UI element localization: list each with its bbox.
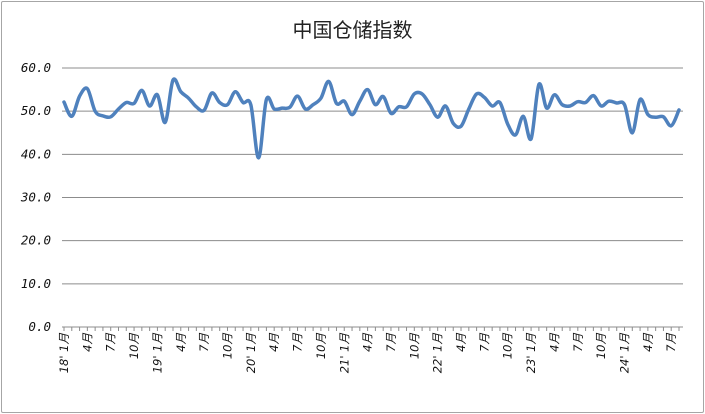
chart-title: 中国仓储指数: [292, 18, 413, 42]
x-tick-label: 21' 1月: [337, 333, 351, 374]
x-tick-label: 20' 1月: [244, 333, 258, 374]
x-axis: [62, 326, 683, 331]
x-tick-label: 24' 1月: [618, 333, 632, 374]
grid-lines: [62, 67, 683, 285]
x-tick-label: 7月: [197, 333, 211, 352]
x-tick-label: 22' 1月: [431, 333, 445, 374]
x-tick-label: 4月: [80, 333, 94, 352]
y-tick-label: 40.0: [21, 146, 51, 161]
x-tick-label: 23' 1月: [524, 333, 538, 374]
x-tick-label: 4月: [641, 333, 655, 352]
y-tick-label: 50.0: [21, 103, 51, 118]
x-axis-tick-labels: 18' 1月 4月 7月 10月 19' 1月 4月 7月 10月 20' 1月 4月 7月 10月 2…: [57, 333, 678, 374]
series-group: [62, 77, 681, 160]
x-tick-label: 18' 1月: [57, 333, 71, 374]
x-tick-label: 7月: [664, 333, 678, 352]
x-tick-label: 10月: [407, 333, 421, 360]
x-tick-label: 7月: [477, 333, 491, 352]
x-tick-label: 10月: [501, 333, 515, 360]
x-tick-label: 10月: [220, 333, 234, 360]
y-tick-label: 10.0: [21, 276, 51, 291]
x-tick-label: 4月: [174, 333, 188, 352]
x-tick-label: 10月: [314, 333, 328, 360]
x-tick-label: 10月: [127, 333, 141, 360]
x-tick-label: 7月: [104, 333, 118, 352]
y-axis-ticks: 0.0 10.0 20.0 30.0 40.0 50.0 60.0: [20, 60, 51, 334]
y-tick-label: 60.0: [21, 60, 51, 75]
x-tick-label: 4月: [454, 333, 468, 352]
y-tick-label: 20.0: [21, 233, 51, 248]
x-tick-label: 4月: [361, 333, 375, 352]
y-tick-label: 0.0: [28, 319, 51, 334]
x-tick-label: 7月: [291, 333, 305, 352]
x-tick-label: 4月: [547, 333, 561, 352]
x-tick-label: 7月: [571, 333, 585, 352]
x-tick-label: 10月: [594, 333, 608, 360]
x-tick-label: 7月: [384, 333, 398, 352]
series-line: [62, 77, 681, 160]
x-tick-label: 4月: [267, 333, 281, 352]
y-tick-label: 30.0: [20, 190, 51, 205]
x-tick-label: 19' 1月: [150, 333, 164, 374]
